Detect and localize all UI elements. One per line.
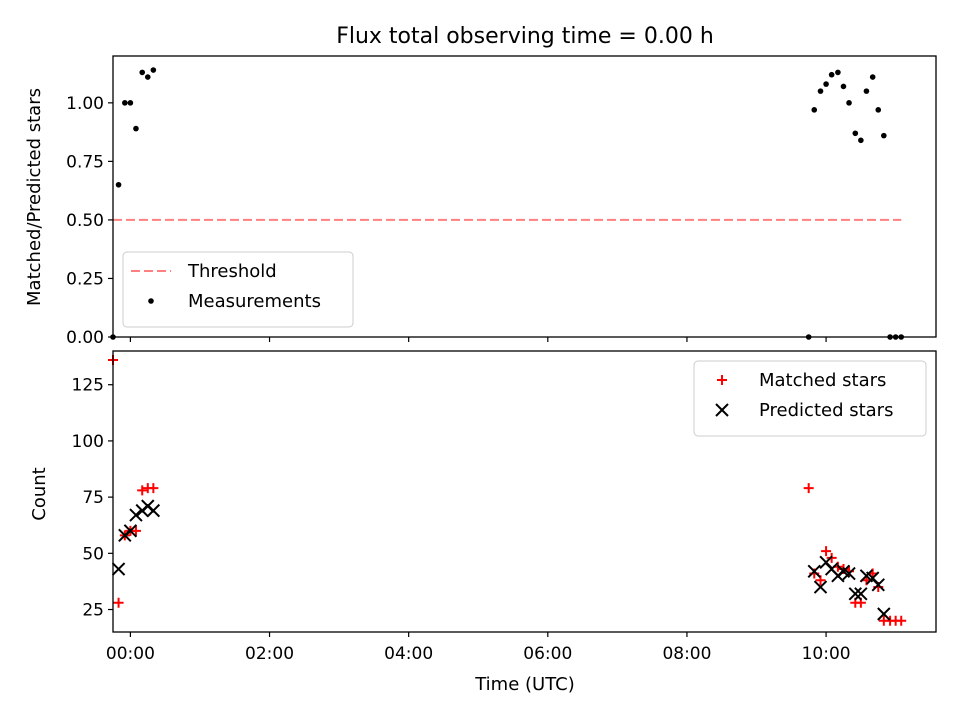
measurement-point (139, 69, 146, 76)
matched-star-point (130, 525, 141, 536)
ratio-panel-frame (112, 55, 937, 338)
ratio-panel-ylabel: Matched/Predicted stars (24, 88, 45, 306)
ratio-panel-ticks: 0.00 0.25 0.50 0.75 1.00 (66, 94, 827, 348)
count-ytick-label: 50 (82, 544, 104, 564)
count-panel-frame (112, 350, 937, 633)
count-xtick-label: 02:00 (245, 644, 294, 664)
predicted-star-point (848, 587, 863, 601)
matched-star-point (803, 483, 814, 494)
legend-label: Threshold (187, 261, 277, 282)
count-ytick-label: 125 (72, 376, 104, 396)
measurement-point (863, 88, 870, 94)
measurement-point (858, 137, 864, 144)
measurement-point (122, 100, 128, 106)
measurement-point (881, 132, 887, 139)
measurement-point (817, 88, 824, 94)
count-panel-ylabel: Count (29, 467, 50, 520)
measurement-point (133, 125, 139, 132)
measurement-point (835, 69, 841, 76)
predicted-star-point (129, 508, 143, 522)
ratio-panel: 0.00 0.25 0.50 0.75 1.00 Matched/Predicted s… (24, 55, 937, 348)
predicted-star-point (111, 562, 126, 576)
predicted-star-point (877, 607, 891, 621)
count-xtick-label: 06:00 (523, 644, 572, 664)
measurement-point (875, 107, 882, 113)
count-ytick-label: 25 (82, 601, 104, 621)
legend-label: Predicted stars (759, 400, 893, 421)
matched-star-point (148, 483, 159, 494)
predicted-star-point (146, 503, 161, 518)
count-panel: 25 50 75 100 125 00:00 02:00 04:00 06:00 08:00 10:… (29, 350, 937, 695)
ratio-ytick-label: 0.25 (66, 269, 104, 289)
ratio-ytick-label: 0.75 (66, 152, 104, 172)
measurement-point (840, 83, 847, 90)
legend-x-swatch (715, 403, 729, 417)
predicted-star-point (807, 564, 821, 579)
measurement-point (823, 81, 829, 87)
measurement-point (869, 74, 876, 80)
legend-dot-swatch (148, 298, 154, 304)
count-xtick-label: 10:00 (802, 644, 851, 664)
chart-title: Flux total observing time = 0.00 h (336, 24, 714, 49)
measurement-point (150, 67, 157, 73)
measurement-point (127, 100, 134, 106)
count-xtick-label: 08:00 (662, 644, 711, 664)
measurement-point (115, 181, 122, 188)
predicted-star-point (813, 580, 828, 594)
measurement-point (846, 100, 852, 106)
count-ytick-label: 75 (82, 488, 104, 508)
count-panel-marks (108, 354, 907, 626)
legend-label: Matched stars (759, 370, 886, 391)
ratio-panel-legend: Threshold Measurements (122, 251, 354, 328)
predicted-star-point (871, 578, 885, 592)
count-panel-ticks: 25 50 75 100 125 00:00 02:00 04:00 06:00 08:00 10:… (72, 376, 851, 664)
measurement-point (852, 130, 859, 137)
matched-star-point (137, 485, 148, 496)
measurement-point (828, 71, 835, 78)
count-ytick-label: 100 (72, 432, 104, 452)
count-xtick-label: 00:00 (106, 644, 155, 664)
predicted-star-point (842, 566, 856, 581)
count-panel-legend: Matched stars Predicted stars (693, 360, 927, 437)
matched-star-point (821, 546, 832, 557)
predicted-star-point (854, 587, 868, 601)
matched-star-point (896, 615, 907, 626)
measurement-point (811, 107, 818, 113)
matched-star-point (113, 597, 124, 608)
count-legend-box (693, 360, 927, 437)
count-panel-xlabel: Time (UTC) (474, 674, 575, 695)
ratio-legend-box (122, 251, 354, 328)
ratio-ytick-label: 1.00 (66, 94, 104, 114)
legend-label: Measurements (188, 291, 321, 312)
count-xtick-label: 04:00 (384, 644, 433, 664)
legend-plus-swatch (717, 375, 727, 385)
measurement-point (144, 74, 151, 80)
ratio-ytick-label: 0.50 (66, 211, 104, 231)
predicted-star-point (123, 524, 138, 538)
ratio-ytick-label: 0.00 (66, 328, 104, 348)
